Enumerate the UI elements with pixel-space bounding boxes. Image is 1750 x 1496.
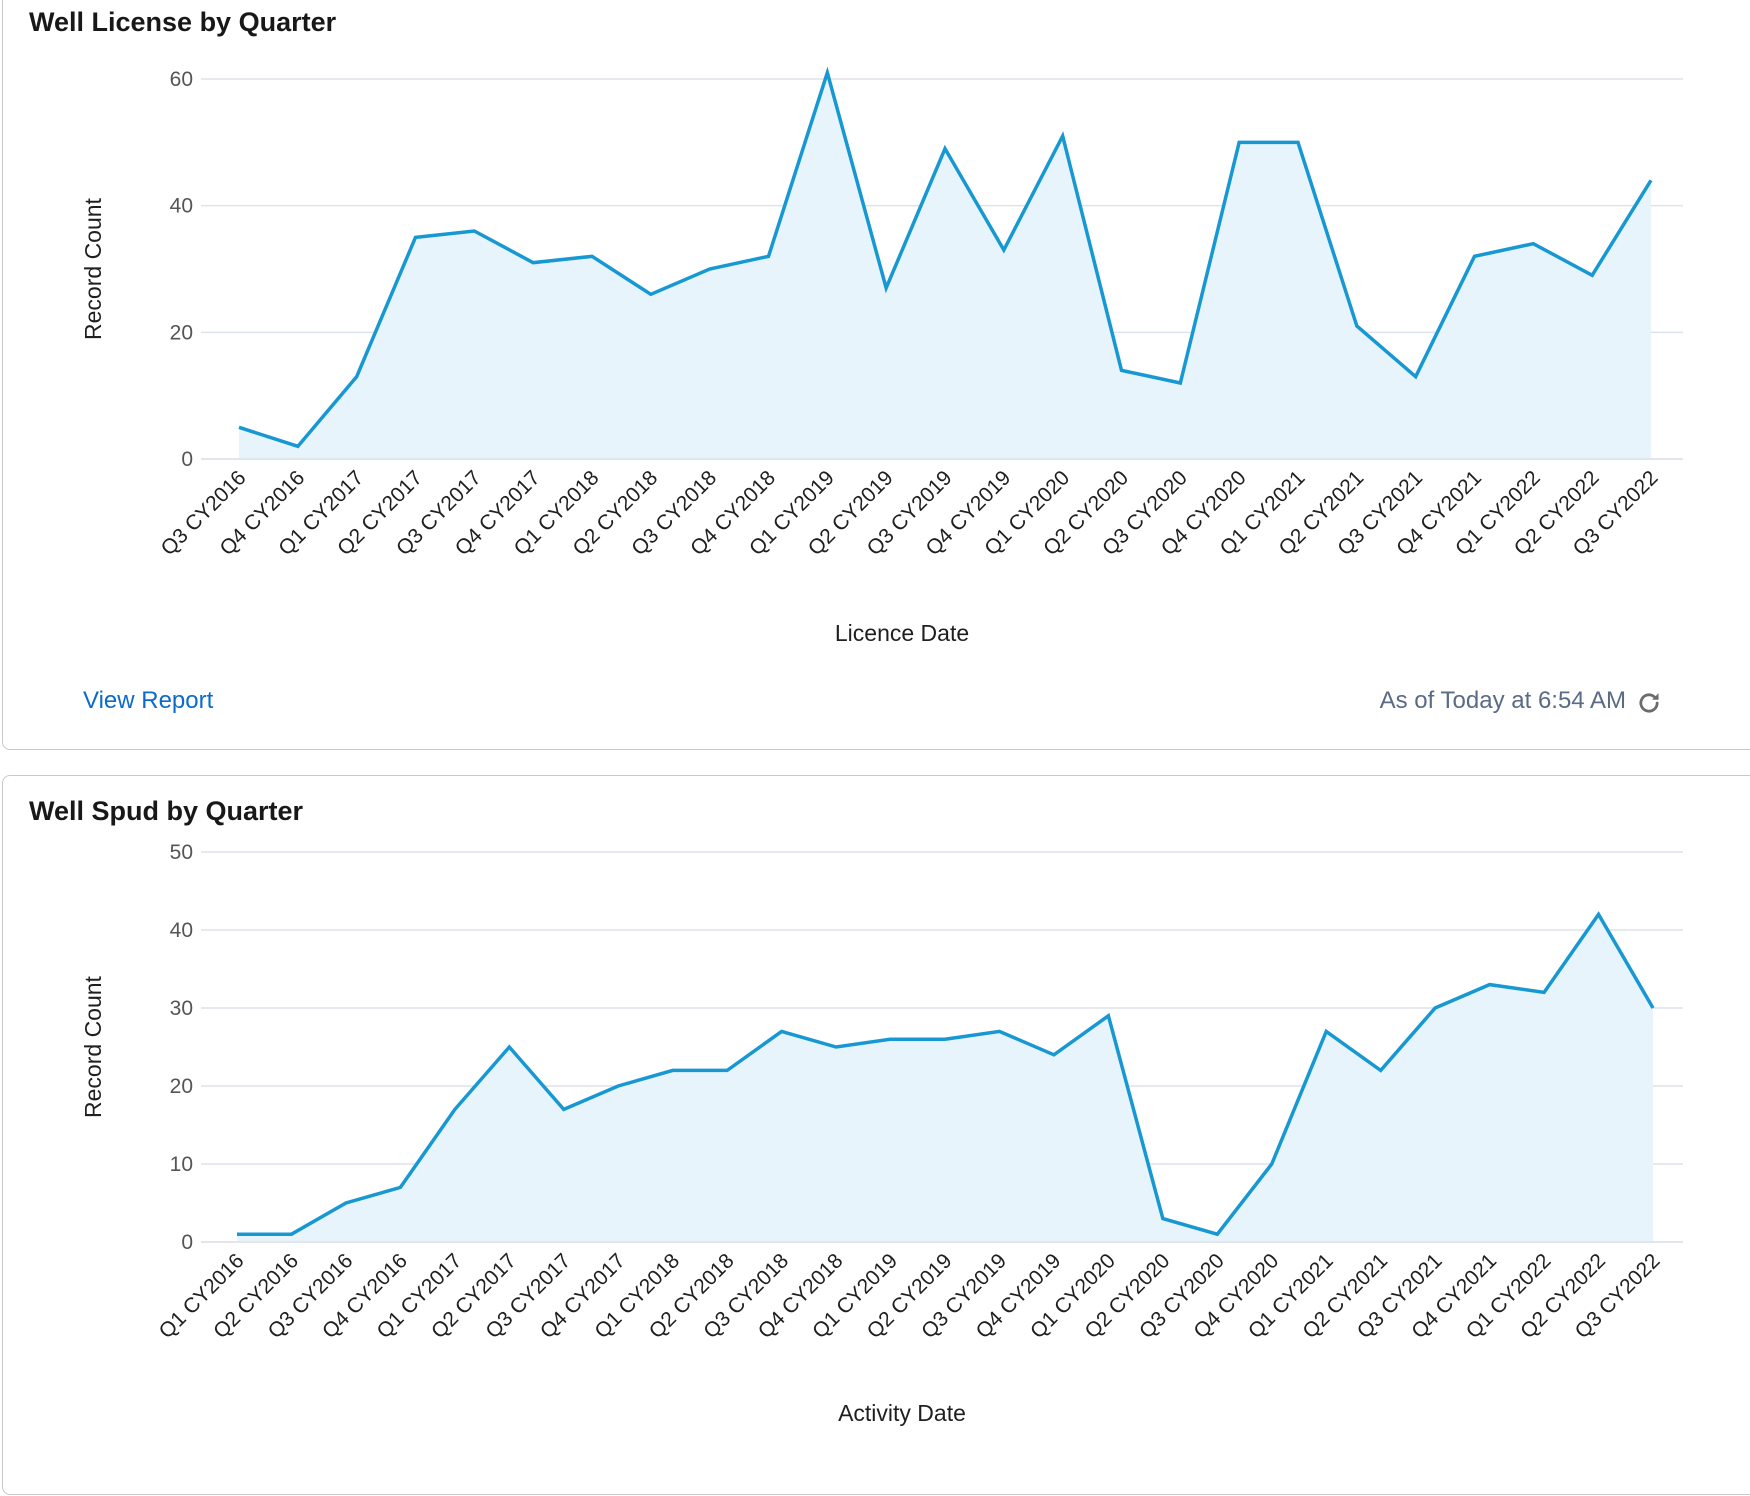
data-point[interactable] (705, 264, 715, 274)
data-point[interactable] (352, 372, 362, 382)
data-point[interactable] (1594, 909, 1604, 919)
data-point[interactable] (450, 1104, 460, 1114)
refresh-timestamp: As of Today at 6:54 AM (1379, 687, 1626, 714)
data-point[interactable] (1470, 251, 1480, 261)
y-tick-label: 50 (170, 841, 193, 864)
data-point[interactable] (1058, 131, 1068, 141)
series-line (237, 911, 1655, 1237)
y-tick-label: 30 (170, 997, 193, 1020)
well-spud-card: Well Spud by Quarter 0 10 20 30 40 50 Q1 CY201… (2, 775, 1750, 1495)
card-footer: View Report As of Today at 6:54 AM (3, 687, 1750, 727)
data-point[interactable] (286, 1229, 296, 1239)
y-tick-label: 10 (170, 1153, 193, 1176)
data-point[interactable] (881, 283, 891, 293)
data-point[interactable] (722, 1065, 732, 1075)
data-point[interactable] (1212, 1229, 1222, 1239)
data-point[interactable] (777, 1026, 787, 1036)
data-point[interactable] (668, 1065, 678, 1075)
data-point[interactable] (1117, 365, 1127, 375)
data-point[interactable] (1321, 1026, 1331, 1036)
data-point[interactable] (994, 1026, 1004, 1036)
data-point[interactable] (232, 1229, 242, 1239)
data-point[interactable] (940, 1034, 950, 1044)
data-point[interactable] (1648, 1003, 1658, 1013)
y-axis-title: Record Count (80, 197, 106, 340)
data-point[interactable] (646, 289, 656, 299)
data-point[interactable] (613, 1081, 623, 1091)
data-point[interactable] (1411, 372, 1421, 382)
refresh-icon[interactable] (1635, 689, 1663, 717)
data-point[interactable] (1049, 1050, 1059, 1060)
y-tick-label: 60 (170, 68, 193, 91)
chart-title: Well Spud by Quarter (29, 796, 304, 826)
y-tick-label: 40 (170, 919, 193, 942)
data-point[interactable] (559, 1104, 569, 1114)
data-point[interactable] (528, 258, 538, 268)
data-point[interactable] (831, 1042, 841, 1052)
data-point[interactable] (411, 232, 421, 242)
data-point[interactable] (1430, 1003, 1440, 1013)
data-point[interactable] (940, 144, 950, 154)
data-point[interactable] (1539, 987, 1549, 997)
well-license-card: Well License by Quarter 0 20 40 60 Q3 CY2016… (2, 0, 1750, 750)
data-point[interactable] (764, 251, 774, 261)
view-report-link[interactable]: View Report (83, 687, 214, 714)
data-point[interactable] (999, 245, 1009, 255)
chart-title: Well License by Quarter (29, 7, 337, 37)
data-point[interactable] (234, 422, 244, 432)
data-point[interactable] (1528, 239, 1538, 249)
data-point[interactable] (587, 251, 597, 261)
data-point[interactable] (1175, 378, 1185, 388)
data-point[interactable] (341, 1198, 351, 1208)
data-point[interactable] (1293, 137, 1303, 147)
data-point[interactable] (1352, 321, 1362, 331)
y-tick-label: 0 (181, 1231, 193, 1254)
data-point[interactable] (469, 226, 479, 236)
data-point[interactable] (1158, 1214, 1168, 1224)
data-point[interactable] (1646, 175, 1656, 185)
y-tick-label: 20 (170, 321, 193, 344)
series-area (237, 914, 1653, 1242)
x-axis-title: Licence Date (835, 620, 969, 646)
y-axis-title: Record Count (80, 975, 106, 1118)
data-point[interactable] (822, 68, 832, 78)
x-axis-title: Activity Date (838, 1400, 966, 1426)
data-point[interactable] (1234, 137, 1244, 147)
data-point[interactable] (1587, 270, 1597, 280)
data-point[interactable] (504, 1042, 514, 1052)
data-point[interactable] (395, 1182, 405, 1192)
data-point[interactable] (1485, 980, 1495, 990)
data-point[interactable] (293, 441, 303, 451)
data-point[interactable] (886, 1034, 896, 1044)
data-point[interactable] (1103, 1011, 1113, 1021)
y-tick-label: 0 (181, 448, 193, 471)
data-point[interactable] (1267, 1159, 1277, 1169)
series-line (238, 66, 1653, 449)
y-tick-label: 20 (170, 1075, 193, 1098)
data-point[interactable] (1376, 1065, 1386, 1075)
y-tick-label: 40 (170, 195, 193, 218)
series-area (239, 72, 1651, 460)
